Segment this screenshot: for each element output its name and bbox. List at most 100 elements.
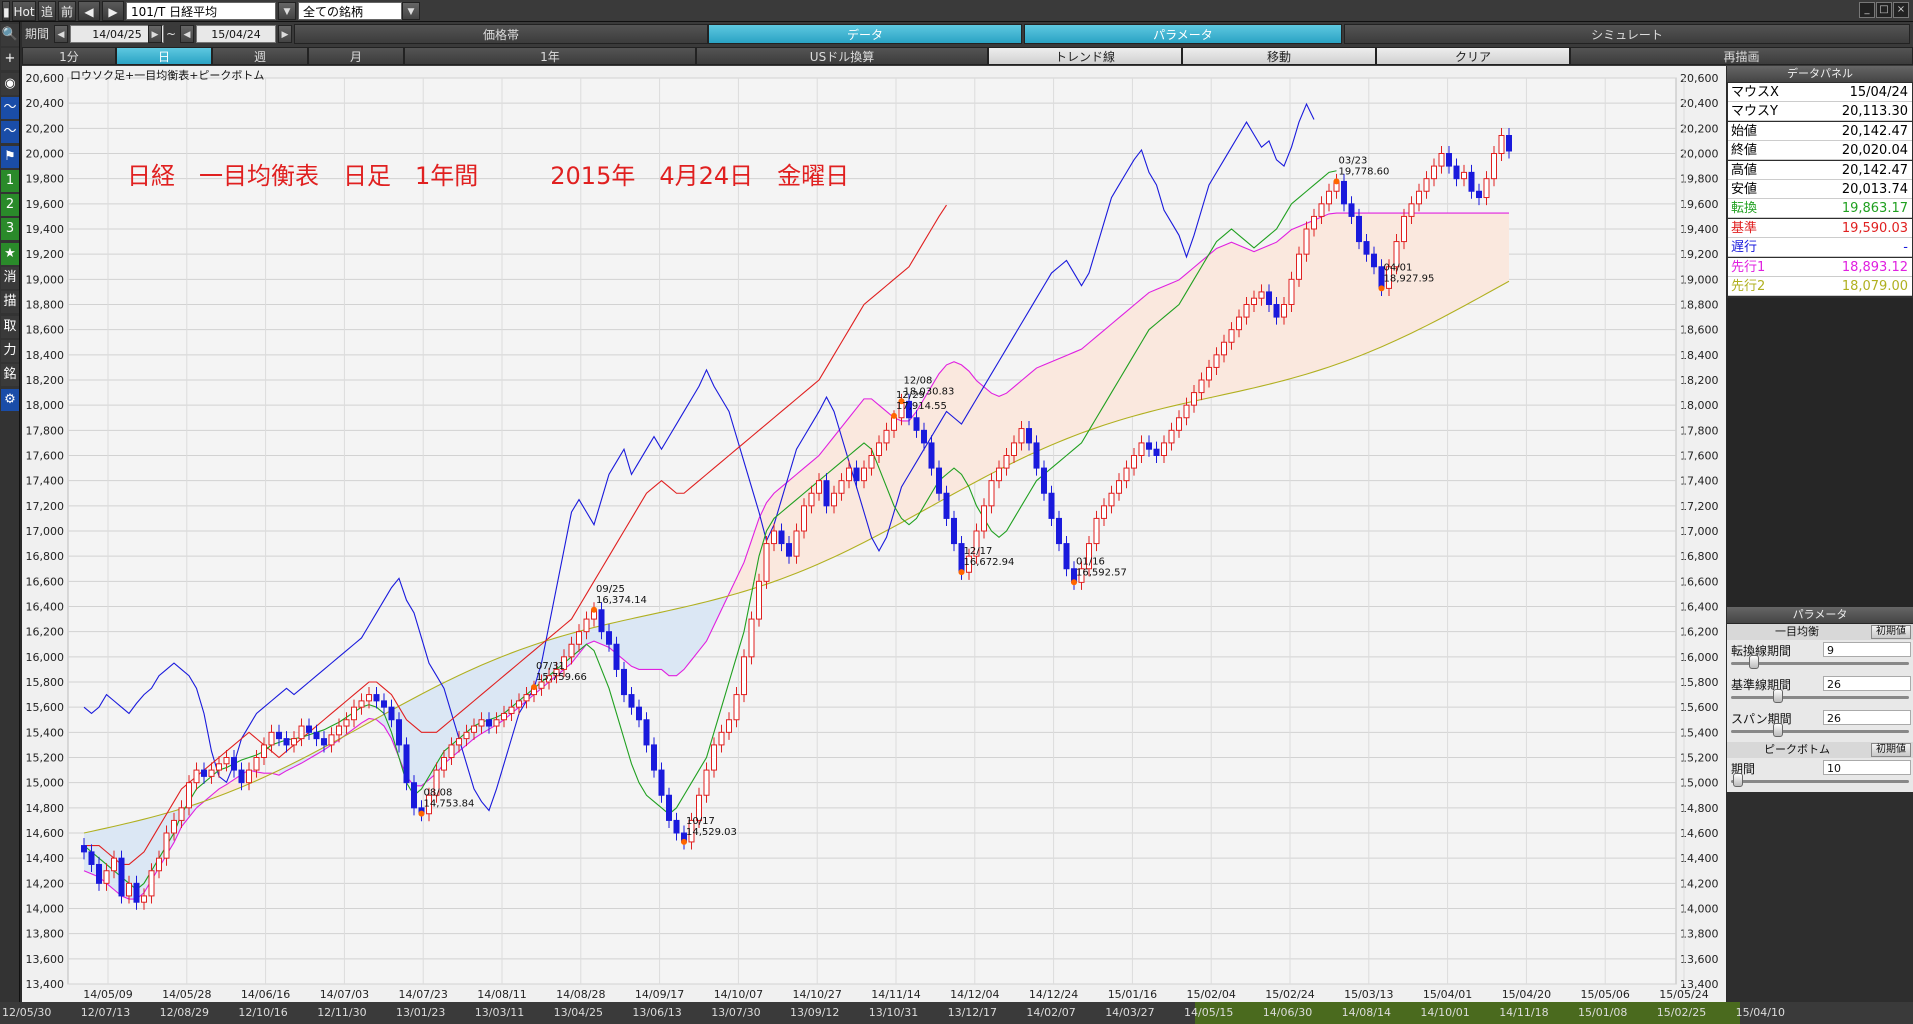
kumo-cloud-segment bbox=[511, 650, 519, 714]
tab-monthly[interactable]: 月 bbox=[308, 47, 404, 65]
kumo-cloud-segment bbox=[444, 678, 452, 764]
erase-button[interactable]: 消 bbox=[1, 267, 19, 289]
candle-body bbox=[1266, 291, 1272, 306]
tab-price-band[interactable]: 価格帯 bbox=[294, 24, 708, 44]
candle-body bbox=[373, 694, 380, 702]
param-slider-knob[interactable] bbox=[1733, 773, 1743, 787]
param-value-input[interactable]: 26 bbox=[1823, 676, 1911, 691]
data-row-label: 転換 bbox=[1731, 201, 1758, 217]
candle-body bbox=[628, 694, 635, 708]
flag-icon[interactable]: ⚑ bbox=[1, 145, 19, 168]
star-icon[interactable]: ★ bbox=[1, 242, 19, 265]
overview-visible-range[interactable] bbox=[1195, 1002, 1740, 1024]
tab-simulate[interactable]: シミュレート bbox=[1344, 24, 1910, 44]
y-tick-label-right: 19,000 bbox=[1680, 273, 1719, 286]
filter-select[interactable]: 全ての銘柄 bbox=[298, 2, 402, 20]
period-to-next-icon[interactable]: ▶ bbox=[278, 25, 292, 43]
trendline-button[interactable]: トレンド線 bbox=[988, 47, 1182, 65]
kumo-cloud-segment bbox=[1089, 336, 1097, 431]
clear-button[interactable]: クリア bbox=[1376, 47, 1570, 65]
candle-body bbox=[1356, 215, 1362, 243]
param-slider-track[interactable] bbox=[1731, 780, 1909, 783]
tab-parameter[interactable]: パラメータ bbox=[1024, 24, 1342, 44]
candle-body bbox=[201, 769, 207, 777]
kumo-cloud-segment bbox=[1501, 213, 1509, 286]
camera-icon[interactable]: ◉ bbox=[1, 72, 19, 95]
tab-data[interactable]: データ bbox=[708, 24, 1022, 44]
param-slider-track[interactable] bbox=[1731, 730, 1909, 733]
pin-icon[interactable]: ▮ bbox=[2, 1, 10, 21]
follow-button[interactable]: 追 bbox=[38, 1, 56, 21]
search-icon[interactable]: 🔍 bbox=[1, 24, 19, 46]
period-tilde: ~ bbox=[165, 27, 177, 41]
usd-convert-button[interactable]: USドル換算 bbox=[696, 47, 988, 65]
x-tick-label: 15/02/24 bbox=[1265, 988, 1314, 1001]
param-slider-knob[interactable] bbox=[1773, 689, 1783, 703]
symbol-dropdown-icon[interactable]: ▼ bbox=[278, 2, 296, 20]
y-tick-label-left: 16,200 bbox=[26, 626, 65, 639]
kumo-cloud-segment bbox=[219, 784, 227, 796]
gear-icon[interactable]: ⚙ bbox=[1, 388, 19, 411]
period-to-prev-icon[interactable]: ◀ bbox=[180, 25, 194, 43]
candle-body bbox=[1086, 543, 1092, 570]
kumo-cloud-segment bbox=[1404, 213, 1412, 337]
prev-symbol-button[interactable]: ◀ bbox=[78, 1, 100, 21]
candle-body bbox=[613, 643, 620, 670]
param-slider-track[interactable] bbox=[1731, 696, 1909, 699]
tab-1year[interactable]: 1年 bbox=[404, 47, 696, 65]
next-symbol-button[interactable]: ▶ bbox=[102, 1, 124, 21]
fetch-button[interactable]: 取 bbox=[1, 315, 19, 338]
input-button[interactable]: 力 bbox=[1, 339, 19, 362]
y-tick-label-right: 14,600 bbox=[1680, 827, 1719, 840]
overview-strip[interactable]: 12/05/30 12/07/13 12/08/29 12/10/16 12/11/30… bbox=[0, 1002, 1913, 1024]
param-value-input[interactable]: 9 bbox=[1823, 642, 1911, 657]
symbol-input[interactable]: 101/T 日経平均 bbox=[126, 2, 276, 20]
wave-tool-icon[interactable]: ～ bbox=[1, 121, 19, 144]
tab-daily[interactable]: 日 bbox=[116, 47, 212, 65]
param-slider-track[interactable] bbox=[1731, 662, 1909, 665]
tab-1min[interactable]: 1分 bbox=[22, 47, 116, 65]
period-from-input[interactable]: 14/04/25 bbox=[70, 25, 164, 43]
param-value-input[interactable]: 10 bbox=[1823, 760, 1911, 775]
filter-dropdown-icon[interactable]: ▼ bbox=[402, 2, 420, 20]
candle-body bbox=[568, 643, 575, 658]
y-tick-label-left: 18,800 bbox=[26, 299, 65, 312]
close-button[interactable]: × bbox=[1893, 2, 1909, 18]
maximize-button[interactable]: □ bbox=[1876, 2, 1892, 18]
period-to-input[interactable]: 15/04/24 bbox=[196, 25, 276, 43]
peak-reset-button[interactable]: 初期値 bbox=[1871, 743, 1911, 757]
preset-1-button[interactable]: 1 bbox=[1, 169, 19, 192]
ichimoku-reset-button[interactable]: 初期値 bbox=[1871, 625, 1911, 639]
candle-body bbox=[231, 757, 237, 771]
y-tick-label-left: 15,600 bbox=[26, 701, 65, 714]
line-tool-icon[interactable]: ～ bbox=[1, 96, 19, 119]
kumo-cloud-segment bbox=[1149, 289, 1157, 412]
minimize-button[interactable]: _ bbox=[1859, 2, 1875, 18]
candle-body bbox=[343, 719, 350, 727]
param-slider-knob[interactable] bbox=[1749, 655, 1759, 669]
front-button[interactable]: 前 bbox=[58, 1, 76, 21]
period-from-prev-icon[interactable]: ◀ bbox=[54, 25, 68, 43]
move-button[interactable]: 移動 bbox=[1182, 47, 1376, 65]
tab-weekly[interactable]: 週 bbox=[212, 47, 308, 65]
kumo-cloud-segment bbox=[1486, 213, 1494, 294]
chart-area[interactable]: 13,400 13,400 13,600 13,600 13,800 13,800 14,0… bbox=[22, 66, 1726, 1002]
draw-button[interactable]: 描 bbox=[1, 291, 19, 314]
y-tick-label-right: 18,600 bbox=[1680, 324, 1719, 337]
ichimoku-chart[interactable]: 13,400 13,400 13,600 13,600 13,800 13,800 14,0… bbox=[22, 66, 1726, 1002]
param-slider-knob[interactable] bbox=[1773, 723, 1783, 737]
add-icon[interactable]: + bbox=[1, 48, 19, 71]
kumo-cloud-segment bbox=[429, 686, 437, 780]
period-from-next-icon[interactable]: ▶ bbox=[148, 25, 162, 43]
symbol-button[interactable]: 銘 bbox=[1, 364, 19, 387]
x-tick-label: 15/02/04 bbox=[1186, 988, 1235, 1001]
redraw-button[interactable]: 再描画 bbox=[1570, 47, 1913, 65]
peak-bottom-date: 12/29 bbox=[896, 390, 925, 401]
hot-button[interactable]: Hot bbox=[12, 1, 36, 21]
param-value-input[interactable]: 26 bbox=[1823, 710, 1911, 725]
preset-2-button[interactable]: 2 bbox=[1, 194, 19, 217]
preset-3-button[interactable]: 3 bbox=[1, 218, 19, 241]
data-row: 高値 20,142.47 bbox=[1728, 160, 1912, 180]
candle-body bbox=[471, 725, 477, 733]
y-tick-label-left: 16,400 bbox=[26, 601, 65, 614]
